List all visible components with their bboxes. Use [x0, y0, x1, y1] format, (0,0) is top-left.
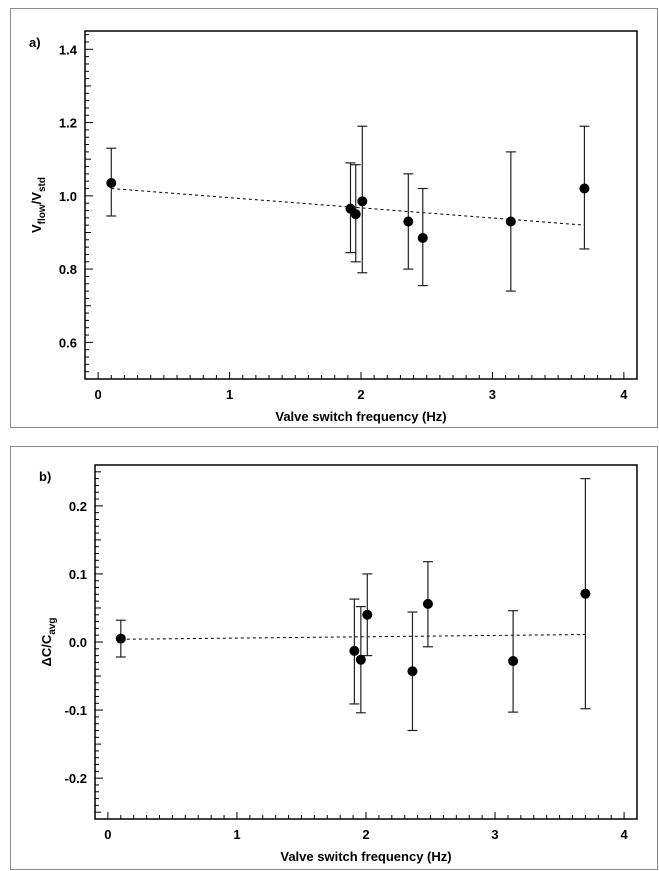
chart-a-data-point	[403, 216, 414, 227]
chart-b-plot-frame	[94, 464, 638, 820]
chart-b-data-point	[355, 654, 366, 665]
chart-b-data-point	[508, 656, 519, 667]
chart-a-data-point	[417, 232, 428, 243]
chart-a-x-tick-label: 3	[489, 387, 496, 402]
chart-a-data-point	[350, 209, 361, 220]
chart-b-data-point	[362, 609, 373, 620]
chart-b-x-axis-label: Valve switch frequency (Hz)	[280, 849, 451, 864]
chart-b-y-tick-label: -0.1	[65, 703, 87, 718]
chart-a-fit-line	[111, 188, 585, 226]
chart-a-data-point	[505, 216, 516, 227]
chart-a-x-tick-label: 0	[95, 387, 102, 402]
chart-b-data-point	[407, 666, 418, 677]
chart-b-y-tick-label: 0.1	[69, 567, 87, 582]
chart-a-y-tick-label: 1.0	[59, 189, 77, 204]
chart-a-x-tick-label: 2	[357, 387, 364, 402]
chart-a-panel-label: a)	[29, 35, 41, 50]
chart-a-y-tick-label: 1.4	[59, 42, 78, 57]
chart-b-data-point	[115, 633, 126, 644]
chart-b-x-tick-label: 3	[491, 827, 498, 842]
chart-a-x-axis-label: Valve switch frequency (Hz)	[275, 409, 446, 424]
chart-b-panel-label: b)	[39, 469, 51, 484]
chart-a-y-tick-label: 0.8	[59, 262, 77, 277]
chart-a-svg: a) 0 1 2 3 4 0.6 0.8 1.0 1.2 1.4 Valve switch frequ…	[29, 30, 638, 424]
chart-b-x-tick-label: 4	[620, 827, 628, 842]
chart-b-y-tick-label: -0.2	[65, 771, 87, 786]
chart-b-x-tick-label: 0	[104, 827, 111, 842]
chart-a-data-point	[579, 183, 590, 194]
chart-a-x-tick-label: 1	[226, 387, 233, 402]
chart-panel-a: a) 0 1 2 3 4 0.6 0.8 1.0 1.2 1.4 Valve switch frequ…	[10, 8, 658, 428]
chart-b-y-tick-label: 0.2	[69, 499, 87, 514]
chart-a-y-tick-label: 0.6	[59, 335, 77, 350]
chart-b-data-point	[422, 598, 433, 609]
chart-b-y-tick-label: 0.0	[69, 635, 87, 650]
chart-a-data-point	[106, 178, 117, 189]
chart-b-x-tick-label: 2	[362, 827, 369, 842]
chart-a-data-point	[357, 196, 368, 207]
chart-b-data-point	[349, 645, 360, 656]
chart-b-x-tick-label: 1	[233, 827, 240, 842]
chart-b-svg: b) 0 1 2 3 4 -0.2 -0.1 0.0 0.1 0.2 Valve switch fre…	[39, 464, 638, 864]
chart-a-y-axis-label: Vflow/Vstd	[29, 177, 48, 233]
chart-b-y-axis-label: ΔC/Cavg	[39, 618, 58, 667]
chart-panel-b: b) 0 1 2 3 4 -0.2 -0.1 0.0 0.1 0.2 Valve switch fre…	[10, 446, 658, 870]
chart-b-data-point	[580, 588, 591, 599]
chart-b-fit-line	[120, 634, 586, 640]
chart-a-x-tick-label: 4	[620, 387, 628, 402]
chart-a-y-tick-label: 1.2	[59, 116, 77, 131]
